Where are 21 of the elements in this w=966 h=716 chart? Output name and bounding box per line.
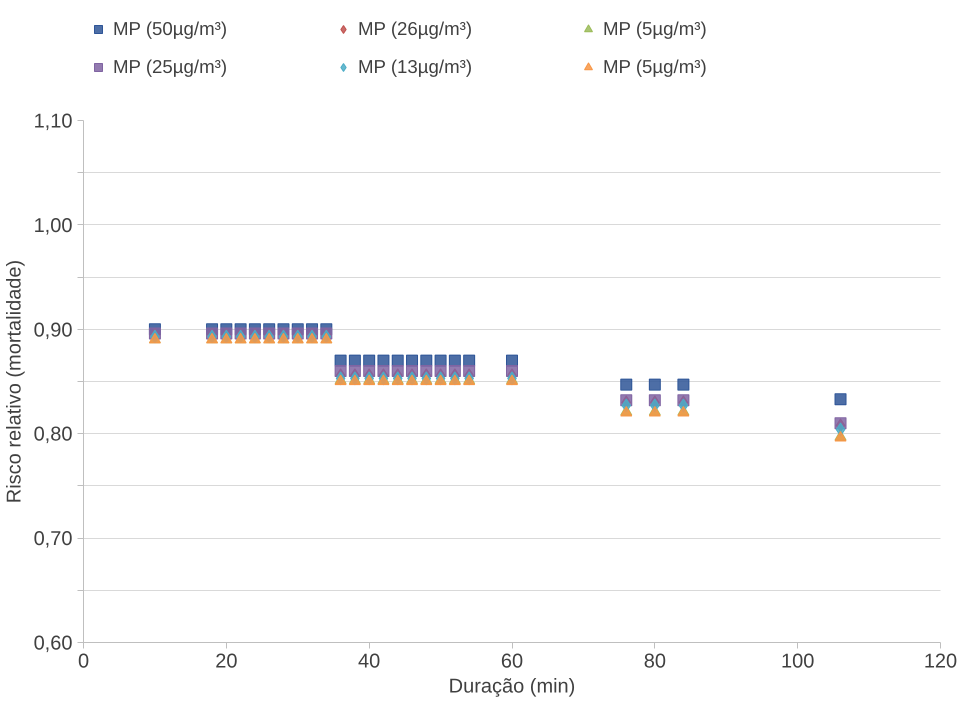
legend-label: MP (26µg/m³) [358, 18, 474, 40]
x-tick-label: 40 [358, 650, 380, 672]
legend-label: MP (5µg/m³) [603, 18, 708, 40]
x-tick-label: 100 [780, 650, 814, 672]
x-tick-label: 60 [500, 650, 524, 672]
y-tick-label: 0,60 [34, 632, 73, 654]
legend-label: MP (5µg/m³) [603, 56, 708, 78]
y-tick-label: 1,10 [34, 110, 73, 132]
legend-label: MP (13µg/m³) [358, 56, 474, 78]
legend-label: MP (25µg/m³) [113, 56, 228, 78]
x-tick-label: 20 [215, 650, 238, 672]
y-tick-label: 0,70 [34, 528, 73, 550]
x-axis-title: Duração (min) [448, 676, 576, 698]
x-tick-label: 0 [78, 650, 90, 672]
legend-label: MP (50µg/m³) [113, 18, 228, 40]
y-tick-label: 0,90 [34, 319, 73, 342]
y-axis-title: Risco relativo (mortalidade) [4, 260, 26, 504]
x-tick-label: 120 [924, 650, 958, 672]
y-tick-label: 0,80 [34, 424, 73, 446]
y-tick-label: 1,00 [34, 214, 73, 237]
x-tick-label: 80 [644, 650, 666, 672]
